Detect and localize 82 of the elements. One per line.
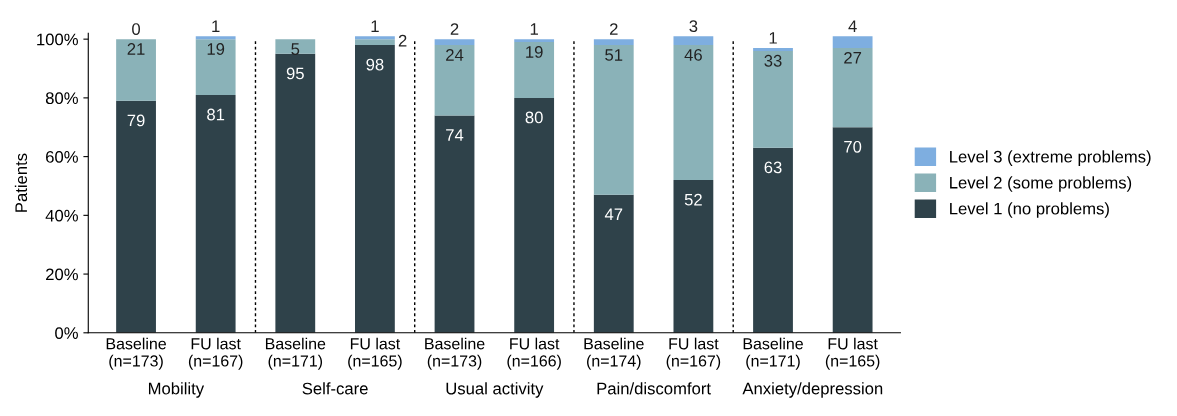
x-tick-label: FU last (n=166) (507, 337, 561, 370)
bar (514, 39, 555, 43)
bar (275, 39, 316, 54)
bar (355, 36, 395, 40)
legend-label: Level 1 (no problems) (950, 202, 1109, 218)
text: Anxiety/depression (742, 382, 883, 398)
data-label: 27 (844, 51, 862, 64)
bar (593, 39, 634, 46)
bar (753, 147, 793, 333)
legend-label: Level 2 (some problems) (950, 176, 1132, 192)
data-label: 1 (769, 32, 777, 44)
bar (673, 45, 714, 181)
data-label: 46 (684, 48, 702, 61)
data-label: 2 (450, 23, 459, 35)
bar (753, 47, 793, 51)
data-label: 21 (127, 43, 145, 55)
data-label: 80 (525, 111, 543, 124)
text: Mobility (148, 382, 205, 398)
bar (355, 39, 395, 46)
bar (434, 39, 475, 46)
data-label: 0 (132, 23, 141, 35)
text: Pain/discomfort (597, 382, 711, 395)
data-label: 81 (207, 108, 225, 121)
data-label: 47 (604, 208, 623, 221)
y-tick-label: 100% (37, 33, 78, 46)
bar (195, 39, 236, 95)
x-tick-label: Baseline (n=173) (106, 337, 166, 370)
data-label: 79 (127, 114, 145, 127)
data-label: 5 (291, 43, 300, 55)
bar (832, 127, 873, 333)
bar (673, 180, 714, 333)
bar (275, 53, 316, 333)
bar (832, 47, 873, 128)
y-axis-title: Patients (14, 153, 28, 212)
data-label: 2 (398, 34, 407, 47)
x-tick-label: FU last (n=167) (666, 337, 721, 370)
data-label: 1 (212, 20, 220, 32)
data-label: 98 (366, 58, 384, 71)
data-label: 51 (605, 49, 623, 61)
x-tick-label: Baseline (n=173) (425, 337, 485, 370)
bar (593, 45, 634, 195)
data-label: 74 (446, 129, 464, 141)
data-label: 70 (844, 140, 862, 153)
data-label: 1 (530, 23, 538, 35)
bar (514, 97, 555, 333)
bar (832, 36, 873, 48)
data-label: 4 (848, 20, 857, 32)
bar (195, 94, 236, 333)
x-tick-label: Baseline (n=171) (265, 337, 326, 370)
bar (116, 100, 156, 333)
data-label: 19 (526, 46, 543, 58)
data-label: 63 (764, 161, 782, 174)
bar (434, 45, 475, 116)
y-tick-label: 0% (55, 327, 78, 339)
legend-label: Level 3 (extreme problems) (950, 150, 1151, 166)
data-label: 52 (684, 193, 702, 206)
text: Usual activity (446, 382, 544, 398)
bar (673, 36, 714, 46)
x-tick-label: Baseline (n=171) (743, 337, 803, 370)
data-label: 24 (446, 48, 464, 61)
y-tick-label: 80% (45, 92, 78, 105)
x-tick-label: FU last (n=167) (188, 337, 243, 370)
y-tick-label: 60% (46, 151, 78, 163)
bar (753, 50, 793, 148)
bar (195, 36, 236, 40)
data-label: 33 (764, 54, 782, 67)
x-tick-label: FU last (n=165) (348, 337, 402, 370)
data-label: 19 (207, 43, 225, 55)
bar (355, 45, 395, 333)
data-label: 2 (609, 23, 618, 35)
data-label: 3 (689, 20, 698, 33)
data-label: 1 (371, 20, 379, 32)
x-tick-label: FU last (n=165) (825, 337, 880, 370)
text: Self-care (302, 382, 368, 395)
bar (593, 194, 634, 333)
bar (434, 115, 475, 333)
data-label: 95 (286, 67, 304, 80)
y-tick-label: 40% (45, 209, 78, 222)
x-tick-label: Baseline (n=174) (584, 337, 644, 370)
y-tick-label: 20% (46, 268, 78, 281)
bar (514, 42, 555, 98)
bar (116, 39, 156, 101)
